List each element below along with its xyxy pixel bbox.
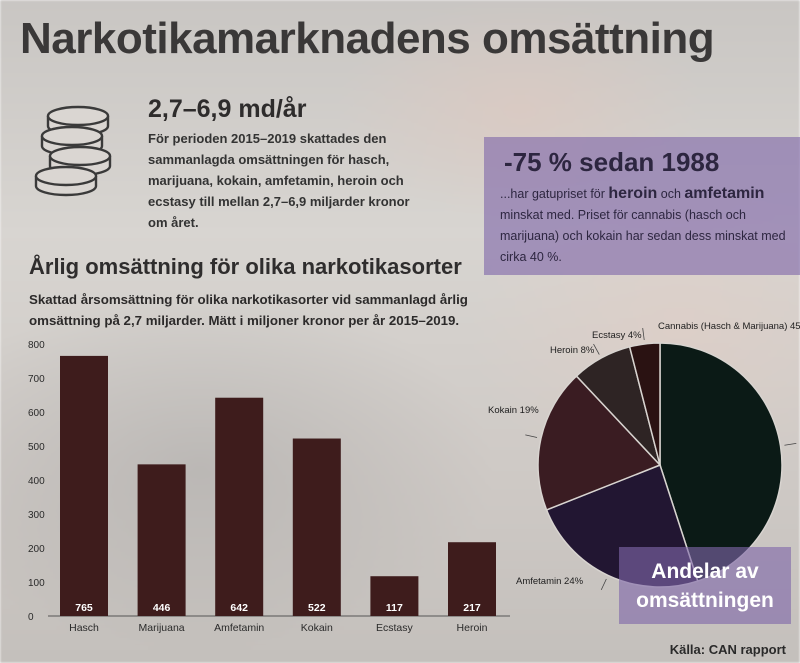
source-note: Källa: CAN rapport <box>669 642 786 657</box>
bar-value-label: 522 <box>308 602 326 614</box>
y-tick-label: 100 <box>28 578 45 589</box>
price-drop-text-part: minskat med. Priset för cannabis (hasch … <box>500 208 786 264</box>
heroin-highlight: heroin <box>608 185 658 202</box>
y-tick-label: 300 <box>28 510 45 521</box>
bar-value-label: 642 <box>230 602 248 614</box>
y-tick-label: 800 <box>28 340 45 351</box>
pie-slice-label: Ecstasy 4% <box>592 330 642 341</box>
bar <box>215 397 264 616</box>
bar <box>370 576 419 616</box>
bar <box>292 438 341 616</box>
y-tick-label: 500 <box>28 442 45 453</box>
bar <box>60 355 108 616</box>
price-drop-text-part: och <box>657 187 685 201</box>
bar-value-label: 117 <box>386 602 403 614</box>
page-title: Narkotikamarknadens omsättning <box>20 14 715 63</box>
price-drop-text: ...har gatupriset för heroin och amfetam… <box>500 183 792 268</box>
pie-slice <box>537 375 662 511</box>
pie-leader-line <box>784 443 797 446</box>
pie-slice-label: Cannabis (Hasch & Marijuana) 45% <box>658 321 800 332</box>
bar-value-label: 217 <box>463 602 481 614</box>
x-tick-label: Ecstasy <box>376 622 414 634</box>
price-drop-text-part: ...har gatupriset för <box>500 187 609 201</box>
bar-chart-title: Årlig omsättning för olika narkotikasort… <box>29 254 462 279</box>
pie-leader-line <box>593 343 600 355</box>
x-tick-label: Kokain <box>301 622 333 634</box>
price-drop-box: -75 % sedan 1988 ...har gatupriset för h… <box>484 137 800 275</box>
x-tick-label: Heroin <box>457 622 488 634</box>
y-tick-label: 400 <box>28 476 45 487</box>
y-tick-label: 700 <box>28 374 45 385</box>
y-tick-label: 0 <box>28 612 34 623</box>
bar-value-label: 446 <box>153 602 171 614</box>
coin-stack-icon <box>34 105 112 197</box>
pie-leader-line <box>642 328 645 341</box>
pie-leader-line <box>525 434 538 438</box>
revenue-range: 2,7–6,9 md/år <box>148 95 307 123</box>
y-tick-label: 600 <box>28 408 45 419</box>
bar-value-label: 765 <box>75 602 93 614</box>
share-label: Andelar av omsättningen <box>636 560 774 612</box>
bar-chart-subtitle: Skattad årsomsättning för olika narkotik… <box>29 292 468 328</box>
pie-slice-label: Amfetamin 24% <box>516 576 584 587</box>
pie-slice-label: Heroin 8% <box>550 345 595 356</box>
price-drop-headline: -75 % sedan 1988 <box>504 147 720 177</box>
bar <box>137 464 186 616</box>
bar <box>448 542 496 616</box>
x-tick-label: Marijuana <box>139 622 185 634</box>
revenue-description: För perioden 2015–2019 skattades den sam… <box>148 131 410 230</box>
x-tick-label: Amfetamin <box>214 622 264 634</box>
pie-leader-line <box>600 578 607 591</box>
pie-slice <box>628 342 661 466</box>
amfetamin-highlight: amfetamin <box>684 185 765 202</box>
y-tick-label: 200 <box>28 544 45 555</box>
share-label-box: Andelar av omsättningen <box>619 547 791 624</box>
pie-slice-label: Kokain 19% <box>488 405 539 416</box>
x-tick-label: Hasch <box>69 622 99 634</box>
bar-chart: 0 100 200 300 400 500 600 700 800 765 Hasch 446 Mari… <box>28 340 510 634</box>
